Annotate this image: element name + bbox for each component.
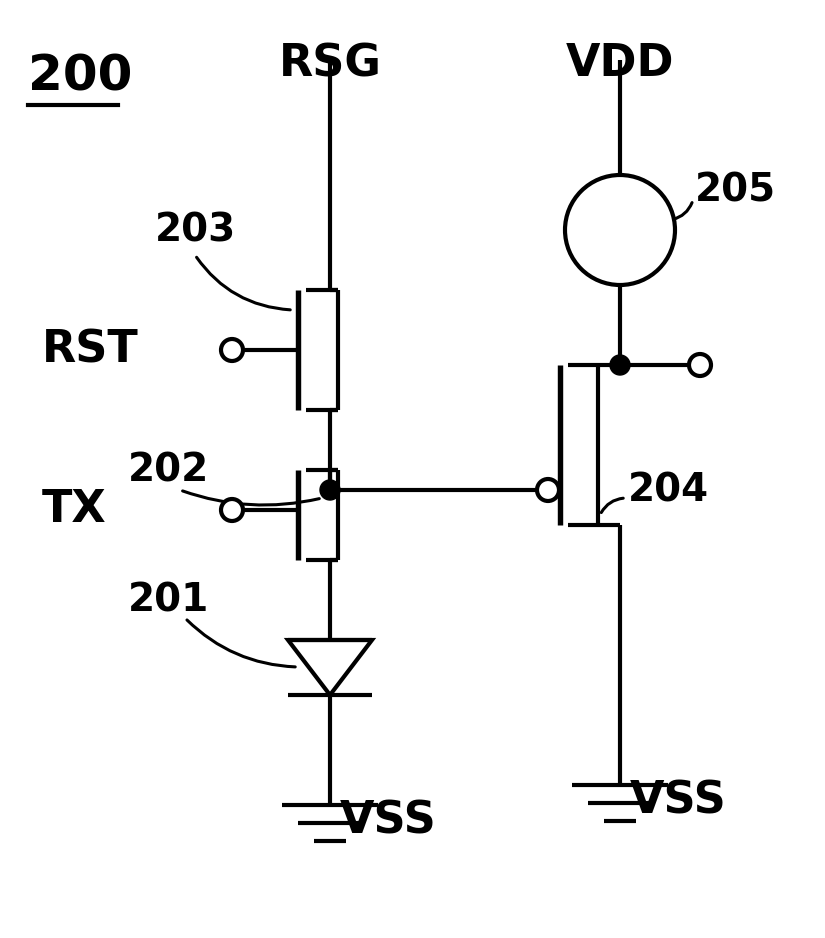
Text: VSS: VSS xyxy=(340,800,436,843)
Circle shape xyxy=(320,480,340,500)
Circle shape xyxy=(537,479,559,501)
Circle shape xyxy=(689,354,711,376)
Text: VDD: VDD xyxy=(566,42,674,85)
Text: 202: 202 xyxy=(128,451,210,489)
Text: 204: 204 xyxy=(628,471,710,509)
Circle shape xyxy=(221,499,243,521)
Text: 205: 205 xyxy=(695,171,776,209)
Text: VSS: VSS xyxy=(630,780,727,823)
Text: TX: TX xyxy=(42,489,106,532)
Text: RST: RST xyxy=(42,328,139,371)
Text: 201: 201 xyxy=(128,581,210,619)
Text: 200: 200 xyxy=(28,52,132,100)
Circle shape xyxy=(221,339,243,361)
Text: 203: 203 xyxy=(155,211,236,249)
Circle shape xyxy=(565,175,675,285)
Circle shape xyxy=(610,355,630,375)
Text: RSG: RSG xyxy=(279,42,381,85)
